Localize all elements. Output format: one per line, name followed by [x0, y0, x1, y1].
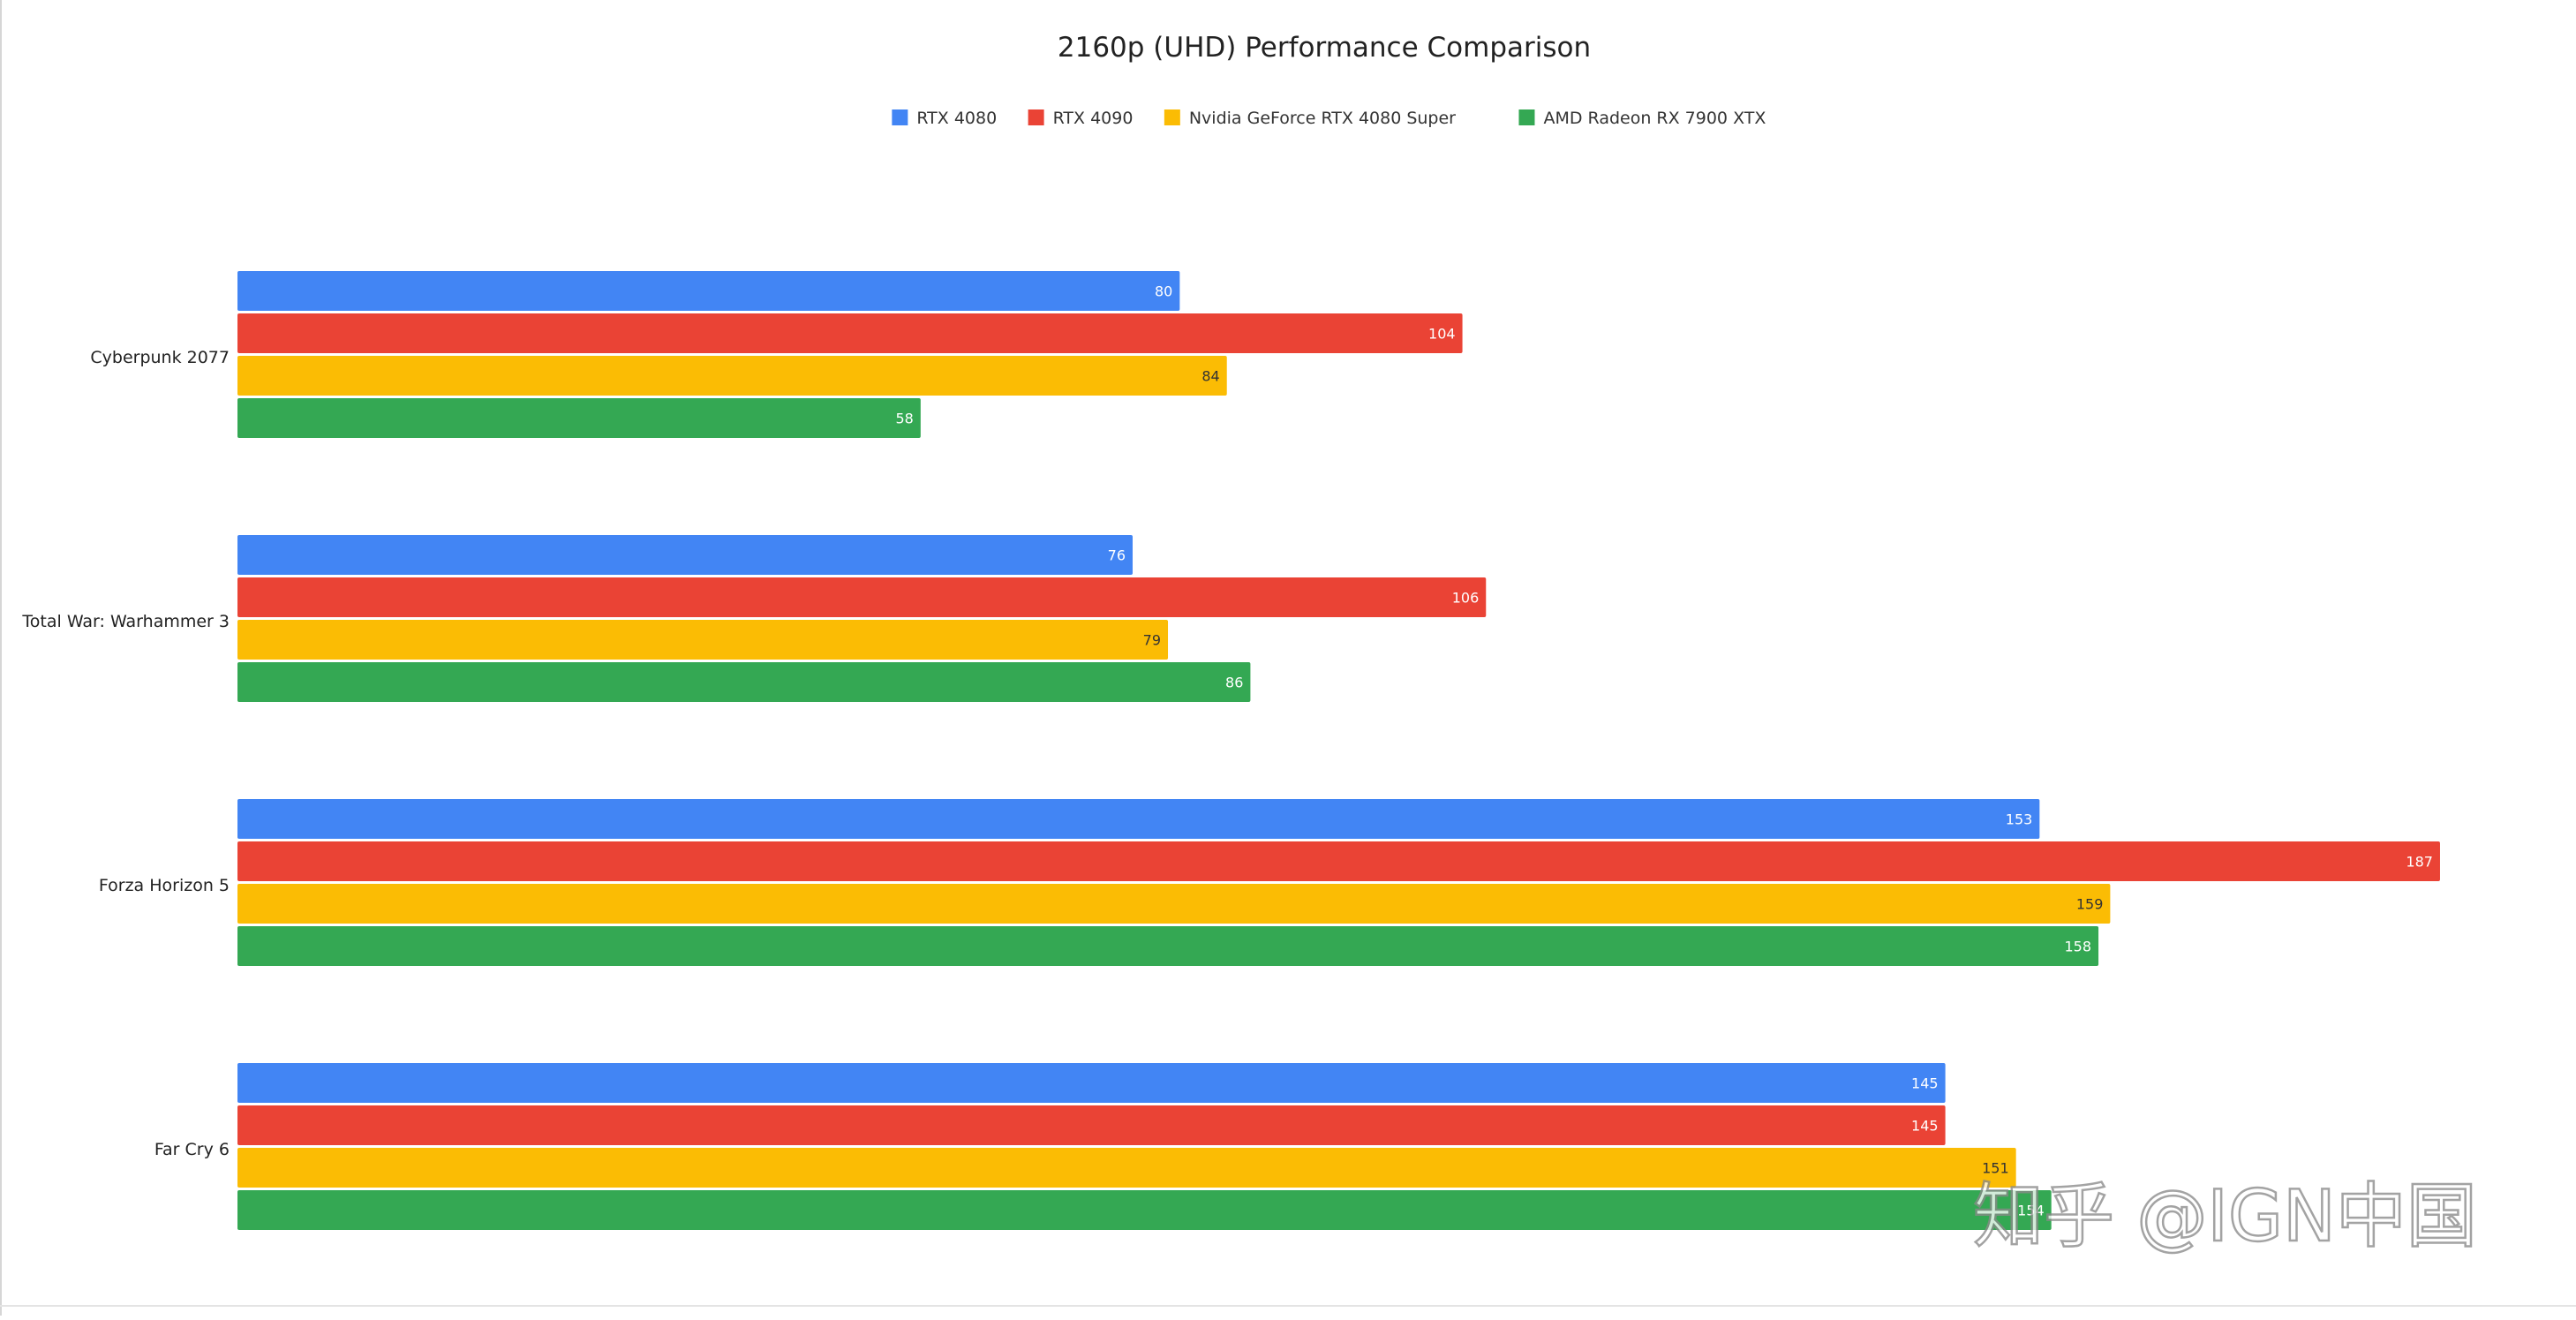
bar-0-1 [237, 313, 1463, 353]
legend-swatch-0 [892, 109, 908, 125]
data-label-1-3: 86 [1225, 675, 1243, 691]
bar-3-2 [237, 1148, 2016, 1188]
legend-swatch-3 [1518, 109, 1535, 125]
category-label-0: Cyberpunk 2077 [90, 348, 230, 367]
data-label-0-0: 80 [1155, 283, 1172, 300]
legend-swatch-2 [1164, 109, 1180, 125]
data-label-0-1: 104 [1428, 326, 1456, 343]
category-labels: Cyberpunk 2077 Total War: Warhammer 3 Forz… [21, 348, 230, 1159]
bar-0-0 [237, 271, 1180, 311]
data-label-1-2: 79 [1143, 632, 1161, 649]
bottom-border [0, 1305, 2576, 1307]
bar-0-2 [237, 356, 1227, 396]
bar-3-0 [237, 1063, 1946, 1103]
category-label-2: Forza Horizon 5 [99, 876, 230, 895]
bar-2-1 [237, 841, 2440, 881]
legend-label-0: RTX 4080 [916, 109, 997, 128]
data-label-2-0: 153 [2006, 811, 2033, 828]
legend-label-3: AMD Radeon RX 7900 XTX [1543, 109, 1766, 128]
legend-label-1: RTX 4090 [1053, 109, 1134, 128]
bars: 80 104 84 58 76 106 79 86 153 187 159 158 145 145 151 1… [237, 271, 2440, 1230]
watermark: 知乎 @IGN中国 [1972, 1174, 2478, 1259]
bar-1-1 [237, 577, 1487, 617]
bar-3-1 [237, 1105, 1946, 1145]
chart-title: 2160p (UHD) Performance Comparison [1058, 32, 1591, 64]
bar-2-2 [237, 884, 2111, 924]
bar-1-0 [237, 535, 1133, 575]
data-label-0-3: 58 [895, 411, 913, 427]
data-label-2-1: 187 [2406, 854, 2433, 871]
data-label-2-2: 159 [2076, 896, 2104, 913]
data-label-0-2: 84 [1201, 368, 1219, 385]
category-label-1: Total War: Warhammer 3 [21, 612, 230, 631]
legend-swatch-1 [1028, 109, 1044, 125]
legend: RTX 4080 RTX 4090 Nvidia GeForce RTX 4080 … [892, 109, 1766, 128]
bar-0-3 [237, 398, 921, 438]
bar-1-3 [237, 662, 1251, 702]
data-label-2-3: 158 [2065, 939, 2092, 955]
category-label-3: Far Cry 6 [154, 1140, 230, 1159]
legend-label-2: Nvidia GeForce RTX 4080 Super [1189, 109, 1456, 128]
bar-3-3 [237, 1190, 2052, 1230]
data-label-3-2: 151 [1982, 1160, 2009, 1177]
bar-2-3 [237, 926, 2099, 966]
bar-2-0 [237, 799, 2040, 839]
data-label-3-0: 145 [1911, 1075, 1939, 1092]
watermark-text: 知乎 @IGN中国 [1973, 1175, 2477, 1257]
bar-1-2 [237, 620, 1169, 660]
left-border [0, 0, 2, 1316]
data-label-3-3: 154 [2017, 1203, 2045, 1219]
data-label-1-1: 106 [1452, 590, 1480, 607]
data-label-3-1: 145 [1911, 1118, 1939, 1135]
data-label-1-0: 76 [1108, 547, 1126, 564]
